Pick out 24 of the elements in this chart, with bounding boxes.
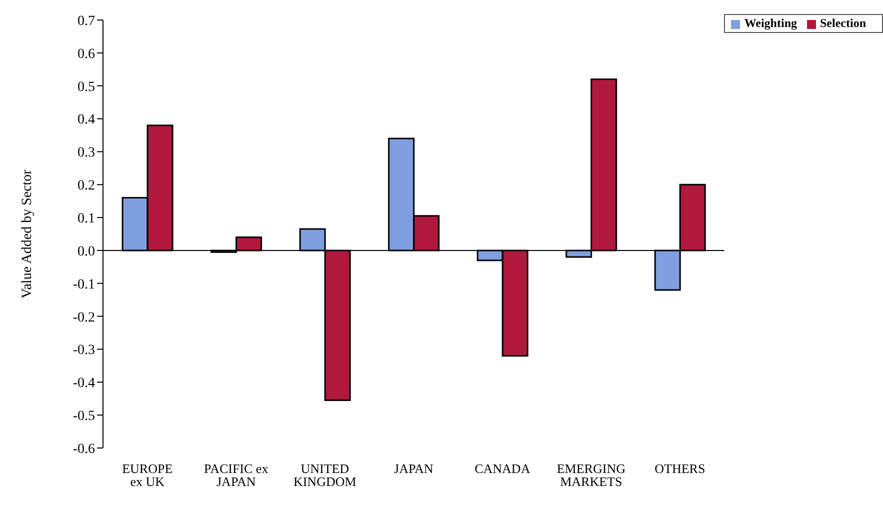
- x-tick-label: EMERGING MARKETS: [556, 461, 626, 490]
- y-tick-label: 0.0: [78, 244, 95, 260]
- y-tick-label: -0.6: [72, 442, 95, 457]
- y-tick-label: -0.5: [72, 409, 95, 424]
- y-tick-label: 0.5: [78, 80, 95, 95]
- y-tick-label: 0.2: [78, 178, 95, 194]
- y-tick-label: -0.4: [72, 376, 95, 392]
- legend-label: Selection: [820, 16, 866, 30]
- x-tick-label: PACIFIC ex JAPAN: [204, 461, 269, 490]
- x-tick-label: OTHERS: [654, 461, 706, 476]
- x-tick-label: UNITED KINGDOM: [293, 461, 357, 490]
- y-tick-label: -0.1: [72, 277, 95, 292]
- y-tick-label: 0.6: [78, 46, 95, 62]
- y-tick-label: -0.3: [72, 343, 95, 358]
- legend-label: Weighting: [744, 16, 797, 30]
- y-tick-label: 0.3: [78, 146, 95, 161]
- x-tick-label: EUROPE ex UK: [122, 461, 173, 490]
- y-tick-label: 0.4: [78, 112, 95, 128]
- y-tick-label: 0.7: [78, 14, 95, 29]
- y-tick-label: -0.2: [72, 310, 95, 326]
- y-tick-label: 0.1: [78, 212, 95, 227]
- x-tick-label: JAPAN: [394, 461, 434, 476]
- x-tick-label: CANADA: [474, 461, 531, 476]
- y-axis-title: Value Added by Sector: [20, 169, 35, 298]
